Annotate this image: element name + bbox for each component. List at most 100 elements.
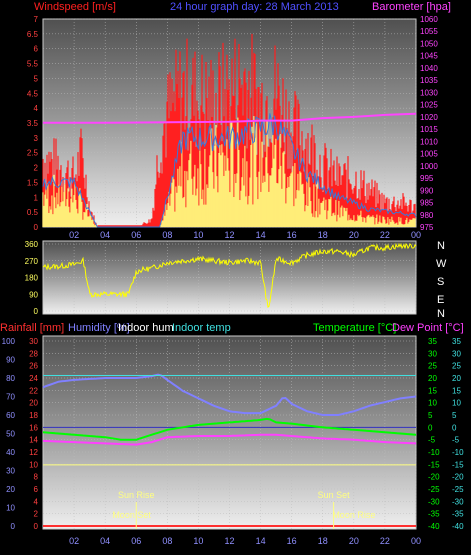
wind-y-tick: 6.5 bbox=[27, 30, 39, 39]
barometer-tick: 1015 bbox=[420, 125, 438, 134]
wind-y-tick: 6 bbox=[34, 45, 39, 54]
temp-x-tick: 20 bbox=[349, 536, 359, 546]
wind-x-tick: 10 bbox=[193, 230, 203, 240]
series-humidity bbox=[42, 373, 417, 416]
indoor-hum-label: Indoor hum bbox=[118, 322, 174, 334]
temperature-label: Temperature [°C] bbox=[313, 322, 396, 334]
temp-y-tick: 20 bbox=[428, 374, 437, 383]
wind-y-tick: 3 bbox=[34, 134, 39, 143]
direction-y-tick: 180 bbox=[25, 274, 39, 283]
rain-y-tick: 18 bbox=[29, 411, 38, 420]
compass-w: W bbox=[436, 258, 447, 270]
rain-y-tick: 0 bbox=[34, 522, 39, 531]
direction-y-tick: 90 bbox=[29, 290, 38, 299]
humidity-y-tick: 0 bbox=[11, 522, 16, 531]
compass-n-top: N bbox=[437, 240, 445, 252]
temp-y-tick: -15 bbox=[428, 460, 440, 469]
humidity-y-tick: 100 bbox=[2, 337, 16, 346]
humidity-y-tick: 30 bbox=[6, 467, 15, 476]
wind-average-line bbox=[42, 113, 417, 228]
wind-y-tick: 4 bbox=[34, 104, 39, 113]
indoor-temp-y-tick: -20 bbox=[452, 473, 464, 482]
temp-x-tick: 02 bbox=[69, 536, 79, 546]
direction-lines bbox=[42, 242, 417, 309]
chart-title: 24 hour graph day: 28 March 2013 bbox=[170, 1, 339, 13]
temp-y-tick: -35 bbox=[428, 510, 440, 519]
wind-x-tick: 08 bbox=[162, 230, 172, 240]
temp-x-tick: 04 bbox=[100, 536, 110, 546]
wind-y-tick: 5 bbox=[34, 74, 39, 83]
humidity-y-tick: 20 bbox=[6, 485, 15, 494]
temp-y-tick: 5 bbox=[428, 411, 433, 420]
temp-y-tick: -20 bbox=[428, 473, 440, 482]
barometer-tick: 1035 bbox=[420, 76, 438, 85]
indoor-temp-label: Indoor temp bbox=[172, 322, 231, 334]
rain-y-tick: 26 bbox=[29, 362, 38, 371]
event-label: Sun Rise bbox=[118, 490, 155, 500]
humidity-y-tick: 60 bbox=[6, 411, 15, 420]
event-label: Moon Set bbox=[112, 510, 151, 520]
wind-x-tick: 02 bbox=[69, 230, 79, 240]
temp-x-tick: 12 bbox=[224, 536, 234, 546]
temp-y-tick: 0 bbox=[428, 423, 433, 432]
humidity-y-tick: 90 bbox=[6, 356, 15, 365]
barometer-tick: 975 bbox=[420, 223, 434, 232]
temp-y-tick: 15 bbox=[428, 386, 437, 395]
indoor-temp-y-tick: 5 bbox=[452, 411, 457, 420]
barometer-tick: 1005 bbox=[420, 150, 438, 159]
wind-y-tick: 0 bbox=[34, 223, 39, 232]
barometer-tick: 1055 bbox=[420, 27, 438, 36]
humidity-label: Humidity [%] bbox=[68, 322, 130, 334]
indoor-temp-y-tick: 30 bbox=[452, 349, 461, 358]
indoor-temp-y-tick: -35 bbox=[452, 510, 464, 519]
wind-y-tick: 0.5 bbox=[27, 208, 39, 217]
temp-x-tick: 00 bbox=[411, 536, 421, 546]
wind-x-tick: 12 bbox=[224, 230, 234, 240]
barometer-tick: 1040 bbox=[420, 64, 438, 73]
wind-y-tick: 1.5 bbox=[27, 178, 39, 187]
rain-y-tick: 10 bbox=[29, 460, 38, 469]
rainfall-label: Rainfall [mm] bbox=[0, 322, 64, 334]
humidity-y-tick: 80 bbox=[6, 374, 15, 383]
temp-x-tick: 22 bbox=[380, 536, 390, 546]
rain-y-tick: 2 bbox=[34, 510, 39, 519]
compass-e: E bbox=[437, 294, 444, 306]
temp-y-tick: -25 bbox=[428, 485, 440, 494]
temp-x-tick: 16 bbox=[287, 536, 297, 546]
indoor-temp-y-tick: -25 bbox=[452, 485, 464, 494]
rain-y-tick: 16 bbox=[29, 423, 38, 432]
indoor-temp-y-tick: 15 bbox=[452, 386, 461, 395]
rain-y-tick: 22 bbox=[29, 386, 38, 395]
wind-x-tick: 16 bbox=[287, 230, 297, 240]
rain-y-tick: 12 bbox=[29, 448, 38, 457]
series-dew-point bbox=[42, 433, 417, 446]
temp-y-tick: 25 bbox=[428, 362, 437, 371]
rain-y-tick: 30 bbox=[29, 337, 38, 346]
temp-x-tick: 14 bbox=[256, 536, 266, 546]
indoor-temp-y-tick: 35 bbox=[452, 337, 461, 346]
temp-grid bbox=[43, 336, 417, 529]
compass-n-bottom: N bbox=[437, 308, 445, 320]
wind-x-tick: 20 bbox=[349, 230, 359, 240]
barometer-tick: 1025 bbox=[420, 101, 438, 110]
wind-direction-line bbox=[42, 242, 417, 309]
rain-y-tick: 24 bbox=[29, 374, 38, 383]
temp-y-tick: 35 bbox=[428, 337, 437, 346]
indoor-temp-y-tick: -10 bbox=[452, 448, 464, 457]
indoor-temp-y-tick: -40 bbox=[452, 522, 464, 531]
temp-y-tick: -30 bbox=[428, 497, 440, 506]
wind-y-tick: 1 bbox=[34, 193, 39, 202]
event-label: Moon Rise bbox=[332, 510, 375, 520]
humidity-y-tick: 50 bbox=[6, 430, 15, 439]
barometer-tick: 990 bbox=[420, 186, 434, 195]
rain-y-tick: 6 bbox=[34, 485, 39, 494]
barometer-tick: 1030 bbox=[420, 88, 438, 97]
wind-y-tick: 5.5 bbox=[27, 60, 39, 69]
humidity-y-tick: 10 bbox=[6, 504, 15, 513]
rain-y-tick: 28 bbox=[29, 349, 38, 358]
indoor-temp-y-tick: 0 bbox=[452, 423, 457, 432]
wind-y-tick: 2 bbox=[34, 164, 39, 173]
wind-y-tick: 2.5 bbox=[27, 149, 39, 158]
barometer-tick: 995 bbox=[420, 174, 434, 183]
